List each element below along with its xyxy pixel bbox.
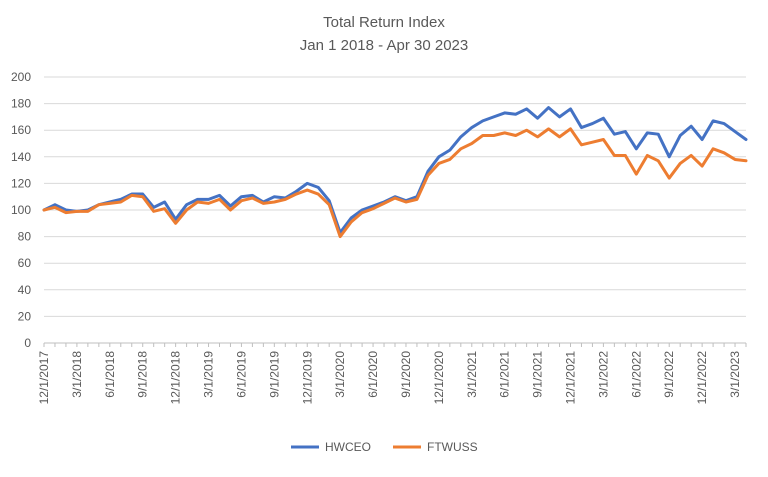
y-tick-label: 60 <box>18 256 32 270</box>
x-tick-label: 12/1/2018 <box>169 351 183 405</box>
x-tick-label: 3/1/2022 <box>596 351 610 398</box>
series-line-hwceo <box>42 106 748 235</box>
x-tick-label: 12/1/2020 <box>432 351 446 405</box>
x-tick-label: 3/1/2023 <box>728 351 742 398</box>
y-tick-label: 200 <box>11 70 31 84</box>
gridlines <box>44 76 746 317</box>
x-tick-label: 6/1/2022 <box>629 351 643 398</box>
x-tick-label: 12/1/2021 <box>564 351 578 405</box>
y-tick-label: 20 <box>18 309 32 323</box>
x-tick-label: 9/1/2022 <box>662 351 676 398</box>
x-tick-label: 9/1/2021 <box>531 351 545 398</box>
y-tick-label: 180 <box>11 97 31 111</box>
x-tick-label: 3/1/2020 <box>333 351 347 398</box>
x-tick-label: 6/1/2021 <box>498 351 512 398</box>
y-tick-label: 140 <box>11 150 31 164</box>
x-tick-label: 3/1/2019 <box>202 351 216 398</box>
x-tick-label: 9/1/2019 <box>267 351 281 398</box>
x-tick-label: 6/1/2018 <box>103 351 117 398</box>
y-tick-label: 160 <box>11 123 31 137</box>
x-axis: 12/1/2017 3/1/2018 6/1/2018 9/1/2018 12/1/20… <box>37 342 747 405</box>
x-tick-label: 6/1/2019 <box>234 351 248 398</box>
x-tick-label: 3/1/2018 <box>70 351 84 398</box>
y-tick-label: 100 <box>11 203 31 217</box>
x-tick-label: 6/1/2020 <box>366 351 380 398</box>
y-tick-label: 120 <box>11 176 31 190</box>
chart-title: Total Return Index <box>323 14 445 31</box>
x-tick-label: 12/1/2017 <box>37 351 51 405</box>
x-tick-label: 12/1/2019 <box>300 351 314 405</box>
y-axis-ticks: 0 20 40 60 80 100 120 140 160 180 200 <box>11 70 31 350</box>
y-tick-label: 80 <box>18 230 32 244</box>
x-tick-label: 3/1/2021 <box>465 351 479 398</box>
legend-label-ftwuss: FTWUSS <box>427 440 478 454</box>
y-tick-label: 0 <box>24 336 31 350</box>
x-tick-label: 12/1/2022 <box>695 351 709 405</box>
legend: HWCEO FTWUSS <box>291 440 478 454</box>
x-tick-label: 9/1/2020 <box>399 351 413 398</box>
y-tick-label: 40 <box>18 283 32 297</box>
series-lines <box>42 106 748 239</box>
series-line-ftwuss <box>42 127 748 239</box>
legend-label-hwceo: HWCEO <box>325 440 371 454</box>
chart-subtitle: Jan 1 2018 - Apr 30 2023 <box>300 37 468 54</box>
x-tick-label: 9/1/2018 <box>136 351 150 398</box>
